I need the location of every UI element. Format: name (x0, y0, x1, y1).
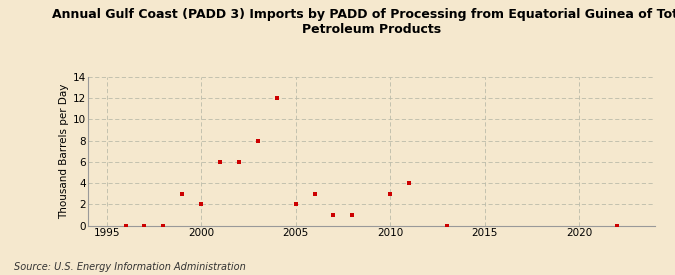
Text: Annual Gulf Coast (PADD 3) Imports by PADD of Processing from Equatorial Guinea : Annual Gulf Coast (PADD 3) Imports by PA… (52, 8, 675, 36)
Point (196, 202, 207, 207)
Point (385, 191, 396, 196)
Point (290, 202, 301, 207)
Point (215, 160, 225, 164)
Text: Source: U.S. Energy Information Administration: Source: U.S. Energy Information Administ… (14, 262, 245, 272)
Point (139, 223, 150, 228)
Point (309, 191, 320, 196)
Y-axis label: Thousand Barrels per Day: Thousand Barrels per Day (59, 84, 69, 219)
Point (441, 223, 452, 228)
Point (252, 138, 263, 143)
Point (271, 96, 282, 100)
Point (404, 181, 414, 185)
Point (347, 213, 358, 217)
Point (234, 160, 244, 164)
Point (120, 223, 131, 228)
Point (177, 191, 188, 196)
Point (158, 223, 169, 228)
Point (328, 213, 339, 217)
Point (612, 223, 622, 228)
